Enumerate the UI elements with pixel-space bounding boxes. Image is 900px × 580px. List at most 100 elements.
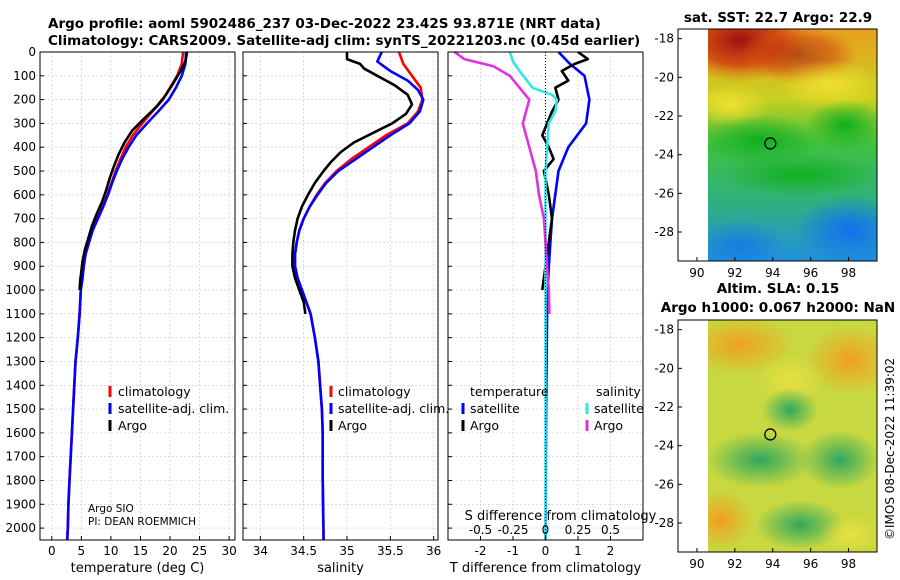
- float-position-marker: [764, 428, 777, 441]
- x-axis-label: temperature (deg C): [71, 561, 205, 576]
- y-tick-label: 1400: [5, 378, 36, 392]
- x-tick-label: -2: [475, 544, 487, 558]
- y-tick-label: 1900: [5, 497, 36, 511]
- x-tick-label: 94: [765, 266, 780, 280]
- sst-green-patch: [720, 153, 877, 197]
- x-axis-label: T difference from climatology: [449, 561, 642, 576]
- sla-yellow-patch: [755, 355, 825, 405]
- x-tick-label: 15: [133, 544, 148, 558]
- axes-frame: [242, 51, 439, 541]
- legend-label-argo: Argo: [338, 418, 367, 433]
- profile-lines: [65, 50, 591, 541]
- y-tick-label: 1700: [5, 450, 36, 464]
- y-tick-label: 1600: [5, 426, 36, 440]
- legend-label-climatology: climatology: [118, 384, 191, 399]
- y-tick-label: 600: [13, 188, 36, 202]
- y-tick-label: 100: [13, 69, 36, 83]
- y-tick-label: -20: [654, 70, 674, 84]
- x-tick-label: 35: [339, 544, 354, 558]
- series-line: [293, 51, 424, 541]
- argo-pi: PI: DEAN ROEMMICH: [88, 516, 196, 528]
- series-line: [544, 51, 591, 541]
- x2-tick-label: -0.25: [497, 523, 528, 537]
- y-tick-label: -20: [654, 361, 674, 375]
- series-line: [65, 51, 185, 541]
- series-line: [453, 50, 551, 314]
- y-tick-label: 900: [13, 259, 36, 273]
- series-line: [293, 51, 425, 541]
- x-tick-label: 30: [221, 544, 236, 558]
- legend-label-s-argo: Argo: [594, 418, 623, 433]
- y-tick-label: 400: [13, 140, 36, 154]
- y-tick-label: -22: [654, 400, 674, 414]
- y-tick-label: -24: [654, 439, 674, 453]
- x-tick-label: 0: [48, 544, 56, 558]
- x-tick-label: 36: [426, 544, 441, 558]
- sla-green-patch: [762, 388, 818, 432]
- x-tick-label: 25: [192, 544, 207, 558]
- y-tick-label: -22: [654, 109, 674, 123]
- series-line: [65, 51, 188, 541]
- x-tick-label: 92: [727, 557, 742, 571]
- x-tick-label: 10: [103, 544, 118, 558]
- x-tick-label: 96: [803, 557, 818, 571]
- x-tick-label: 98: [841, 266, 856, 280]
- legend-label-satellite: satellite-adj. clim.: [338, 401, 449, 416]
- y-tick-label: 1100: [5, 307, 36, 321]
- x-tick-label: -1: [507, 544, 519, 558]
- sst-map-axes: 90 92 94 96 98 -18 -20 -22 -24 -26 -28: [654, 28, 878, 280]
- y-tick-label: -18: [654, 323, 674, 337]
- imos-credit: ©IMOS 08-Dec-2022 11:39:02: [883, 358, 897, 540]
- x-tick-label: 34: [253, 544, 268, 558]
- sla-map-title: Altim. SLA: 0.15: [717, 281, 839, 297]
- legend-label-satellite: satellite-adj. clim.: [118, 401, 229, 416]
- sst-blue-patch: [708, 220, 785, 261]
- x2-tick-label: 0.25: [565, 523, 592, 537]
- argo-source: Argo SIO: [88, 503, 134, 515]
- header-line2: Climatology: CARS2009. Satellite-adj cli…: [48, 33, 640, 49]
- sst-yellow-patch: [775, 60, 877, 110]
- series-line: [78, 51, 189, 291]
- diff-legend: temperature satellite Argo salinity sate…: [461, 384, 644, 433]
- y-tick-label: 2000: [5, 521, 36, 535]
- x2-tick-label: 0.5: [601, 523, 620, 537]
- sla-map-subtitle: Argo h1000: 0.067 h2000: NaN: [661, 300, 895, 316]
- x2-tick-label: -0.5: [469, 523, 492, 537]
- y-tick-label: 1000: [5, 283, 36, 297]
- x-tick-label: 92: [727, 266, 742, 280]
- y-tick-label: 1800: [5, 473, 36, 487]
- y-tick-label: -18: [654, 32, 674, 46]
- y-tick-label: -28: [654, 516, 674, 530]
- x-tick-label: 34.5: [290, 544, 317, 558]
- x-tick-label: 2: [607, 544, 615, 558]
- x-tick-label: 20: [162, 544, 177, 558]
- y-tick-label: -26: [654, 477, 674, 491]
- header-line1: Argo profile: aoml 5902486_237 03-Dec-20…: [48, 16, 601, 32]
- x-tick-label: 90: [689, 266, 704, 280]
- y-tick-label: -26: [654, 186, 674, 200]
- sla-heatmap: [708, 320, 877, 552]
- legend-heading-salinity: salinity: [596, 384, 641, 399]
- x-tick-label: 35.5: [377, 544, 404, 558]
- sla-map-axes: 90 92 94 96 98 -18 -20 -22 -24 -26 -28: [654, 319, 878, 571]
- y-tick-label: 300: [13, 116, 36, 130]
- x-axis-label: salinity: [317, 561, 364, 576]
- sst-map-title: sat. SST: 22.7 Argo: 22.9: [684, 10, 872, 26]
- y-tick-label: 700: [13, 212, 36, 226]
- sst-green-patch: [708, 115, 820, 165]
- x-tick-label: 90: [689, 557, 704, 571]
- y-tick-label: 1500: [5, 402, 36, 416]
- legend-heading-temperature: temperature: [470, 384, 549, 399]
- x-tick-label: 1: [574, 544, 582, 558]
- x-tick-label: 94: [765, 557, 780, 571]
- axes: 0100200300400500600700800900100011001200…: [5, 45, 656, 576]
- map-frame: [677, 319, 878, 553]
- grid-lines: [40, 51, 643, 540]
- x-tick-label: 5: [78, 544, 86, 558]
- sla-yellow-patch: [820, 515, 877, 552]
- sst-heatmap: [708, 29, 877, 261]
- y-tick-label: 200: [13, 93, 36, 107]
- legend-label-s-satellite: satellite: [594, 401, 644, 416]
- x-tick-label: 0: [542, 544, 550, 558]
